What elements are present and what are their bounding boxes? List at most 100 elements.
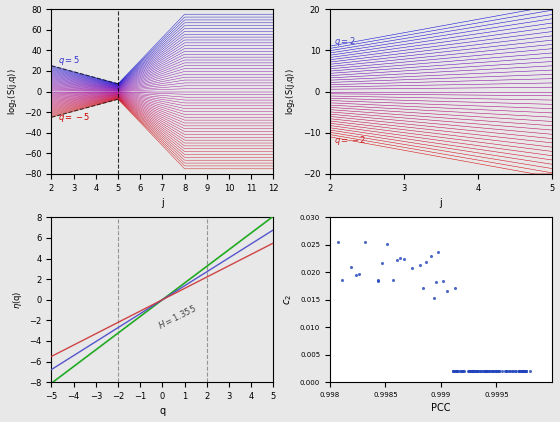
Point [352,271,361,278]
Point [507,368,516,375]
X-axis label: PCC: PCC [431,403,451,414]
Point [463,368,472,375]
Point [518,368,527,375]
Point [443,287,452,294]
X-axis label: q: q [160,406,165,417]
Point [505,368,514,375]
Point [395,255,404,262]
Point [382,241,391,248]
Point [519,368,528,375]
Point [487,368,496,375]
Point [515,368,524,375]
Point [502,368,511,375]
Point [452,368,461,375]
Point [520,368,529,375]
Point [472,368,481,375]
Point [470,368,479,375]
Point [393,257,402,263]
Point [465,368,474,375]
Point [416,262,425,268]
Point [491,368,500,375]
Point [520,368,529,375]
Point [468,368,477,375]
Point [514,368,523,375]
Point [479,368,488,375]
Point [493,368,502,375]
Point [434,248,443,255]
Text: $q=5$: $q=5$ [58,54,80,67]
Text: $H=1.355$: $H=1.355$ [156,302,198,330]
X-axis label: j: j [161,198,164,208]
Point [521,368,530,375]
Point [473,368,482,375]
Point [501,368,510,375]
Point [476,368,485,375]
Point [407,265,416,271]
Point [361,238,370,245]
Point [505,368,514,375]
Point [419,285,428,292]
Point [454,368,463,375]
Point [473,368,482,375]
Point [469,368,478,375]
Y-axis label: log$_2$(S(j,q)): log$_2$(S(j,q)) [6,68,18,115]
Text: $q=-2$: $q=-2$ [334,134,366,147]
Point [467,368,476,375]
Point [377,260,386,267]
Point [338,277,347,284]
Point [489,368,498,375]
Point [483,368,492,375]
Point [480,368,489,375]
Point [519,368,528,375]
Point [492,368,501,375]
Point [475,368,484,375]
Point [452,368,461,375]
Point [520,368,529,375]
Point [438,277,447,284]
Point [430,295,439,301]
Point [400,256,409,263]
Point [333,239,342,246]
Point [512,368,521,375]
Point [494,368,503,375]
Point [389,276,398,283]
Point [488,368,497,375]
Point [503,368,512,375]
Point [456,368,465,375]
Point [511,368,520,375]
Point [459,368,468,375]
Point [422,259,431,265]
Point [449,368,458,375]
Point [464,368,473,375]
Point [431,279,440,285]
Point [488,368,497,375]
Point [478,368,487,375]
Point [451,368,460,375]
Point [468,368,477,375]
Point [466,368,475,375]
Point [374,277,382,284]
Point [455,368,464,375]
Point [492,368,501,375]
Point [485,368,494,375]
Point [460,368,469,375]
Point [467,368,476,375]
Point [469,368,478,375]
Point [484,368,493,375]
Point [450,368,459,375]
Point [515,368,524,375]
Point [517,368,526,375]
Point [483,368,492,375]
Point [480,368,489,375]
Y-axis label: log$_2$(S(j,q)): log$_2$(S(j,q)) [284,68,297,115]
Y-axis label: $\eta$(q): $\eta$(q) [11,290,24,309]
Point [469,368,478,375]
Point [480,368,489,375]
Point [481,368,490,375]
Text: $q=2$: $q=2$ [334,35,356,48]
Point [472,368,480,375]
Text: $q=-5$: $q=-5$ [58,111,91,124]
Point [470,368,479,375]
Point [518,368,527,375]
Point [495,368,504,375]
